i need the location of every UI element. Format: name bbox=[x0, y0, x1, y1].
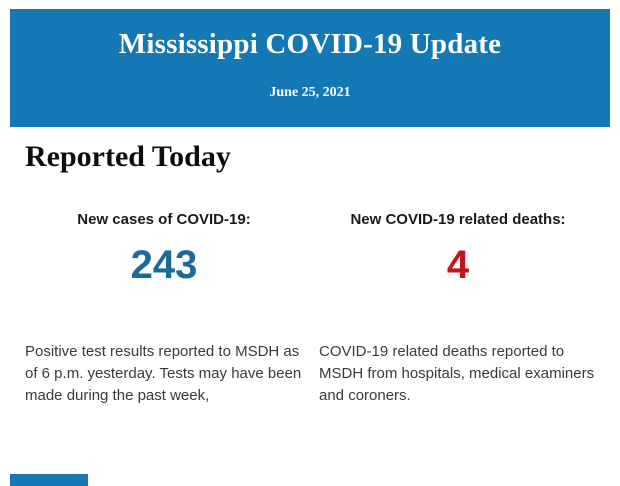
report-content: Reported Today New cases of COVID-19: 24… bbox=[25, 140, 597, 407]
next-section-banner-cutoff bbox=[10, 474, 88, 486]
stat-new-cases: New cases of COVID-19: 243 Positive test… bbox=[25, 211, 303, 407]
page-title: Mississippi COVID-19 Update bbox=[118, 28, 502, 60]
new-cases-label: New cases of COVID-19: bbox=[77, 211, 251, 228]
section-heading: Reported Today bbox=[25, 140, 231, 173]
header-banner: Mississippi COVID-19 Update June 25, 202… bbox=[10, 9, 610, 127]
new-deaths-value: 4 bbox=[446, 243, 470, 287]
new-cases-description: Positive test results reported to MSDH a… bbox=[25, 343, 302, 404]
stats-columns: New cases of COVID-19: 243 Positive test… bbox=[25, 211, 597, 407]
new-cases-value: 243 bbox=[130, 243, 198, 287]
report-date: June 25, 2021 bbox=[269, 85, 351, 100]
stat-new-deaths: New COVID-19 related deaths: 4 COVID-19 … bbox=[319, 211, 597, 407]
new-deaths-label: New COVID-19 related deaths: bbox=[350, 211, 566, 228]
new-deaths-description: COVID-19 related deaths reported to MSDH… bbox=[319, 343, 595, 404]
